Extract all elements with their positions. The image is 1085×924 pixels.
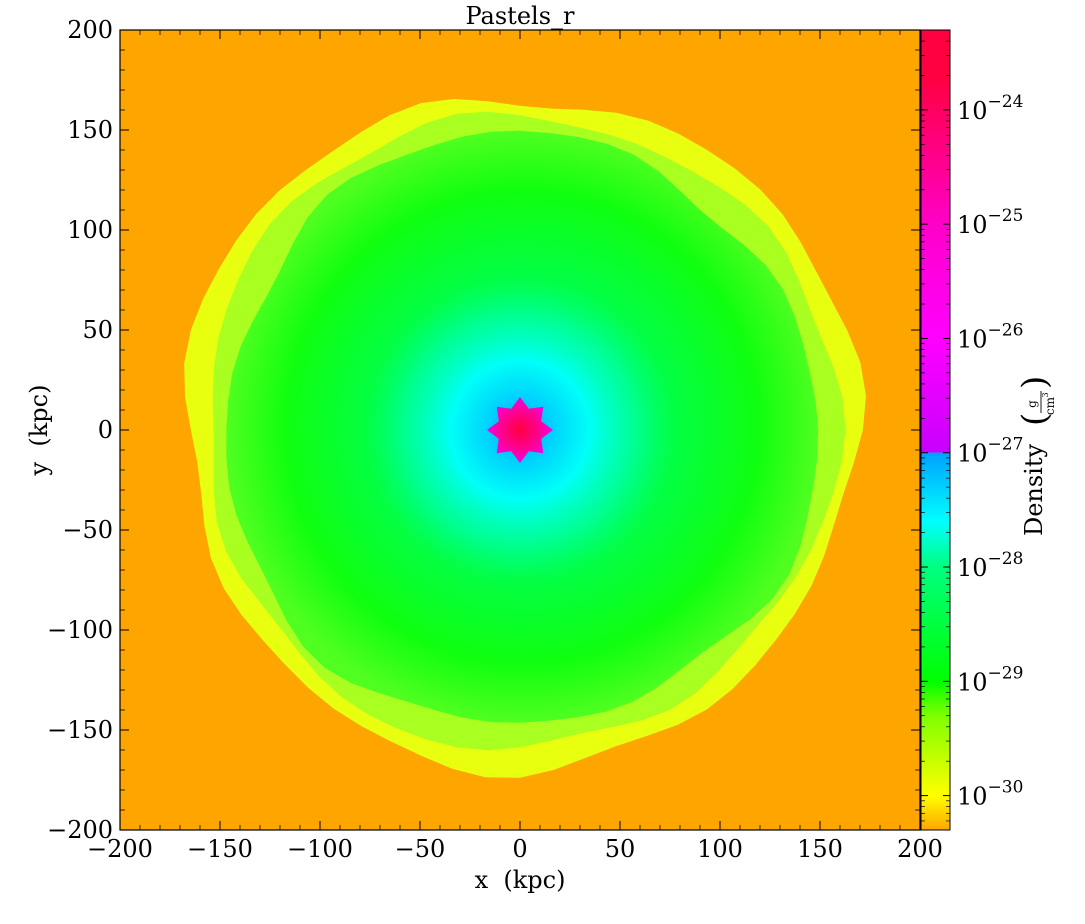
x-tick-label: −200 [87,835,153,863]
colorbar-tick-label: 10−29 [957,663,1023,696]
x-axis: −200 −150 −100 −50 0 50 100 150 200 [87,30,943,863]
colorbar-tick-exponent: −24 [988,92,1024,112]
dense-core-region [487,397,553,463]
y-tick-label: 50 [82,316,113,344]
colorbar-units-paren-left: ( [1015,413,1055,426]
colorbar-tick-exponent: −27 [988,435,1024,455]
x-tick-label: 50 [605,835,636,863]
y-tick-label: 0 [98,416,113,444]
x-tick-label: 0 [512,835,527,863]
colorbar-tick-label: 10−24 [957,92,1023,125]
x-tick-label: 100 [697,835,743,863]
x-axis-label: x (kpc) [475,866,566,894]
colorbar-tick-exponent: −26 [988,320,1024,340]
y-tick-label: −50 [62,516,113,544]
colorbar-units-numerator: g [1025,400,1039,408]
colorbar-tick-label: 10−30 [957,778,1023,811]
chart-title: Pastels_r [465,2,575,30]
x-tick-label: −100 [287,835,353,863]
colorbar-tick-exponent: −29 [988,663,1024,683]
colorbar-units-paren-right: ) [1015,376,1055,389]
colorbar-tick-exponent: −30 [988,778,1024,798]
colorbar-frame [920,29,951,831]
colorbar-tick-exponent: −25 [988,206,1024,226]
colorbar: 10−30 10−29 10−28 10−27 10−26 10−25 10−24 Dens… [920,29,1057,831]
x-tick-label: 150 [797,835,843,863]
colorbar-gradient [921,30,950,830]
colorbar-label-text: Density [1020,444,1048,537]
y-tick-label: 200 [67,16,113,44]
colorbar-tick-label: 10−26 [957,320,1023,353]
y-tick-label: −100 [47,616,113,644]
colorbar-units-denominator-exponent: 3 [1041,392,1050,397]
colorbar-tick-label: 10−25 [957,206,1023,239]
x-tick-label: 200 [897,835,943,863]
y-tick-label: 100 [67,216,113,244]
y-axis: −200 −150 −100 −50 0 50 100 150 200 [47,16,920,844]
y-tick-label: −200 [47,816,113,844]
colorbar-tick-exponent: −28 [988,549,1024,569]
colorbar-label: Density ( g cm 3 ) [1015,376,1057,536]
x-tick-label: −50 [395,835,446,863]
colorbar-units-denominator: cm [1043,396,1057,415]
y-tick-label: 150 [67,116,113,144]
y-tick-label: −150 [47,716,113,744]
heatmap-field [120,30,920,830]
colorbar-tick-label: 10−27 [957,435,1023,468]
colorbar-tick-label: 10−28 [957,549,1023,582]
x-tick-label: −150 [187,835,253,863]
y-axis-label: y (kpc) [25,385,53,477]
